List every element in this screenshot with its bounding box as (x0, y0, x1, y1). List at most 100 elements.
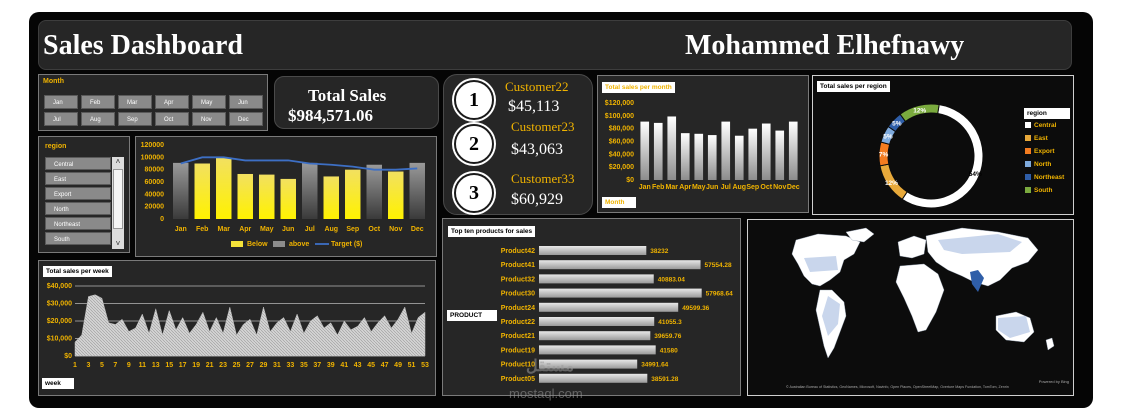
region-slicer-list[interactable]: Central East Export North Northeast South (45, 157, 111, 249)
russia-highlight (938, 234, 1022, 254)
legend-label: Central (1034, 122, 1057, 129)
dashboard-title: Sales Dashboard (43, 30, 243, 61)
product-value-label: 38232 (650, 248, 668, 255)
month-slicer-item[interactable]: May (192, 95, 226, 109)
y-tick-label: 0 (160, 216, 164, 223)
y-tick-label: $10,000 (47, 336, 72, 343)
product-label: Product32 (501, 276, 535, 283)
y-tick-label: 120000 (141, 142, 164, 149)
x-tick-label: Mar (666, 184, 679, 191)
x-tick-label: 29 (260, 362, 268, 369)
region-slicer-item[interactable]: North (45, 202, 111, 215)
region-slicer-item[interactable]: East (45, 172, 111, 185)
region-legend-item: North (1025, 161, 1051, 168)
month-slicer-item[interactable]: Sep (118, 112, 152, 126)
scroll-down-icon[interactable]: ˅ (115, 239, 121, 248)
y-tick-label: $40,000 (47, 283, 72, 290)
product-bar (539, 373, 648, 383)
y-tick-label: $0 (626, 177, 634, 184)
x-tick-label: Dec (411, 226, 424, 233)
x-tick-label: 41 (340, 362, 348, 369)
products-chart-title: Top ten products for sales (448, 226, 536, 237)
y-tick-label: $80,000 (609, 126, 634, 133)
x-tick-label: May (260, 226, 274, 233)
customer-name-2: Customer23 (511, 119, 575, 134)
month-slicer-item[interactable]: Aug (81, 112, 115, 126)
region-slicer-item[interactable]: Export (45, 187, 111, 200)
product-label: Product21 (501, 333, 535, 340)
region-slicer-item[interactable]: Northeast (45, 217, 111, 230)
x-tick-label: Jan (175, 226, 187, 233)
below-bar (216, 157, 232, 219)
region-slicer-item[interactable]: South (45, 232, 111, 245)
month-bar (775, 130, 785, 180)
week-field-button[interactable]: week (42, 378, 74, 389)
region-slicer-item[interactable]: Central (45, 157, 111, 170)
scroll-up-icon[interactable]: ˄ (115, 157, 121, 166)
product-label: Product22 (501, 319, 535, 326)
weekly-sales-chart: Total sales per week $0 $10,000 $20,000 $30… (38, 260, 436, 396)
rank-badge-1: 1 (454, 80, 494, 120)
region-chart-title: Total sales per region (817, 81, 890, 92)
x-tick-label: 11 (139, 362, 147, 369)
x-tick-label: Jul (305, 226, 315, 233)
month-bar (653, 122, 663, 180)
month-slicer-item[interactable]: Nov (192, 112, 226, 126)
customer-value-1: $45,113 (508, 98, 560, 115)
month-slicer-item[interactable]: Mar (118, 95, 152, 109)
legend-label: North (1034, 161, 1052, 168)
month-field-button[interactable]: Month (602, 197, 636, 208)
x-tick-label: 7 (113, 362, 117, 369)
month-slicer-item[interactable]: Jan (44, 95, 78, 109)
x-tick-label: 5 (100, 362, 104, 369)
x-tick-label: 23 (219, 362, 227, 369)
x-tick-label: 37 (313, 362, 321, 369)
x-tick-label: Nov (773, 184, 786, 191)
product-bar (539, 345, 656, 355)
legend-label: Target ($) (331, 241, 362, 248)
product-value-label: 34991.64 (641, 362, 668, 369)
legend-swatch (1025, 187, 1031, 194)
product-value-label: 49599.36 (682, 305, 709, 312)
month-slicer-item[interactable]: Jul (44, 112, 78, 126)
target-line (180, 156, 418, 171)
x-tick-label: Mar (218, 226, 231, 233)
world-map[interactable]: Powered by Bing © Australian Bureau of S… (747, 219, 1074, 396)
y-tick-label: $20,000 (609, 164, 634, 171)
x-tick-label: Jul (721, 184, 731, 191)
month-slicer-item[interactable]: Dec (229, 112, 263, 126)
greenland-shape (845, 227, 875, 243)
x-tick-label: 27 (246, 362, 254, 369)
y-tick-label: $0 (64, 353, 72, 360)
total-sales-label: Total Sales (308, 86, 387, 105)
product-bar (539, 260, 701, 270)
above-bar (366, 164, 382, 219)
donut-data-label: 7% (879, 152, 889, 159)
x-tick-label: 47 (381, 362, 389, 369)
month-bar (667, 116, 677, 180)
legend-swatch (1025, 174, 1031, 181)
author-name: Mohammed Elhefnawy (685, 30, 965, 61)
donut-data-label: 12% (913, 107, 926, 114)
monthly-sales-chart: Total sales per month $0 $20,000 $40,000 $6… (597, 75, 809, 213)
scroll-thumb[interactable] (113, 169, 123, 229)
above-bar (409, 162, 425, 219)
month-slicer-item[interactable]: Oct (155, 112, 189, 126)
region-scrollbar[interactable]: ˄ ˅ (112, 157, 124, 249)
x-tick-label: 3 (87, 362, 91, 369)
y-tick-label: $20,000 (47, 318, 72, 325)
legend-label: South (1034, 187, 1053, 194)
watermark-logo: مستقل (526, 358, 574, 375)
y-tick-label: $40,000 (609, 151, 634, 158)
month-slicer-item[interactable]: Feb (81, 95, 115, 109)
month-slicer-item[interactable]: Jun (229, 95, 263, 109)
x-tick-label: 39 (327, 362, 335, 369)
month-bar (721, 121, 731, 180)
below-bar (345, 169, 361, 219)
x-tick-label: Apr (679, 184, 691, 191)
month-slicer-item[interactable]: Apr (155, 95, 189, 109)
title-bar: Sales Dashboard Mohammed Elhefnawy (38, 20, 1072, 70)
y-tick-label: 20000 (145, 204, 165, 211)
product-field-button[interactable]: PRODUCT (447, 310, 497, 321)
below-bar (237, 173, 253, 219)
